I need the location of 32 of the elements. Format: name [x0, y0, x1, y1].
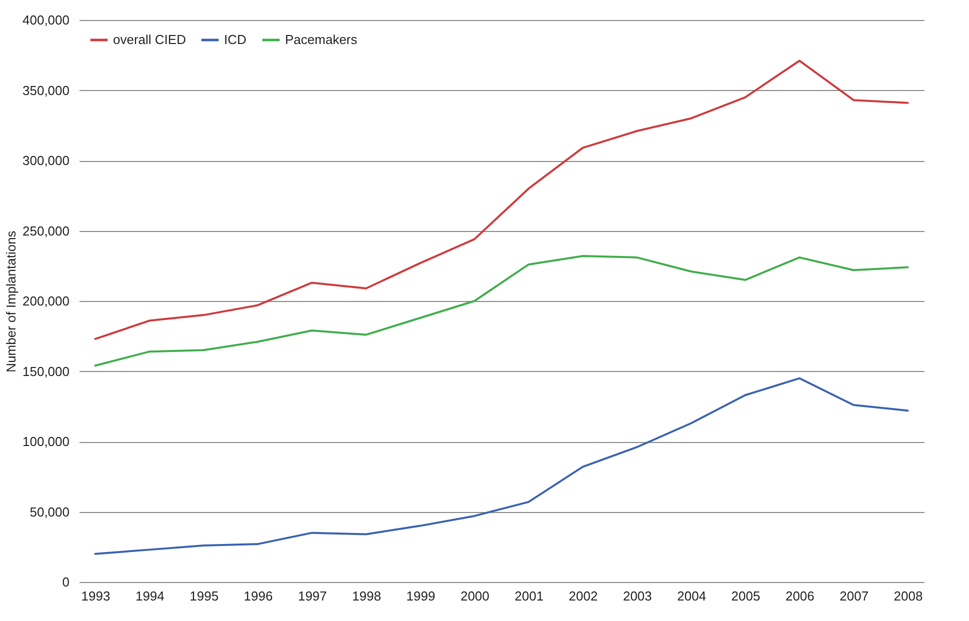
x-tick-label: 2006: [785, 588, 814, 604]
y-tick-label: 350,000: [22, 82, 70, 98]
line-series: [94, 255, 909, 367]
y-tick-label: 0: [62, 574, 70, 590]
x-tick-label: 1996: [244, 588, 273, 604]
x-tick-label: 2004: [677, 588, 706, 604]
x-tick-label: 1994: [135, 588, 164, 604]
legend-label: overall CIED: [113, 32, 186, 47]
y-tick-label: 400,000: [22, 12, 70, 28]
x-tick-label: 2007: [840, 588, 869, 604]
line-series: [94, 60, 909, 340]
y-tick-label: 200,000: [22, 294, 70, 308]
x-tick-label: 1999: [406, 588, 436, 604]
x-tick-label: 2008: [894, 588, 923, 604]
legend-label: Pacemakers: [285, 32, 358, 47]
legend-label: ICD: [224, 32, 246, 47]
x-tick-label: 1998: [352, 588, 382, 604]
y-axis-title: Number of Implantations: [4, 230, 19, 372]
y-tick-label: 50,000: [30, 504, 70, 520]
y-tick-label: 150,000: [22, 364, 70, 379]
x-tick-label: 1997: [298, 588, 327, 604]
x-tick-label: 2001: [514, 588, 544, 604]
y-tick-label: 250,000: [22, 223, 70, 238]
y-tick-label: 300,000: [22, 153, 70, 168]
x-tick-label: 2003: [622, 588, 652, 604]
line-series: [94, 377, 909, 555]
x-tick-label: 1993: [81, 588, 110, 604]
x-tick-label: 2000: [460, 588, 490, 604]
y-tick-label: 100,000: [22, 434, 70, 449]
x-tick-label: 2002: [568, 588, 598, 604]
x-tick-label: 1995: [190, 588, 219, 604]
x-tick-label: 2005: [731, 588, 760, 604]
